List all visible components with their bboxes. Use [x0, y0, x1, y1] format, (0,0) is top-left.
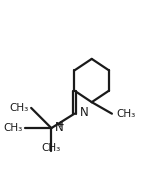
Text: CH₃: CH₃ [9, 103, 28, 113]
Text: CH₃: CH₃ [116, 109, 136, 119]
Text: +: + [57, 120, 65, 129]
Text: N: N [54, 121, 63, 134]
Text: N: N [79, 106, 88, 119]
Text: CH₃: CH₃ [3, 123, 22, 133]
Text: CH₃: CH₃ [42, 143, 61, 153]
